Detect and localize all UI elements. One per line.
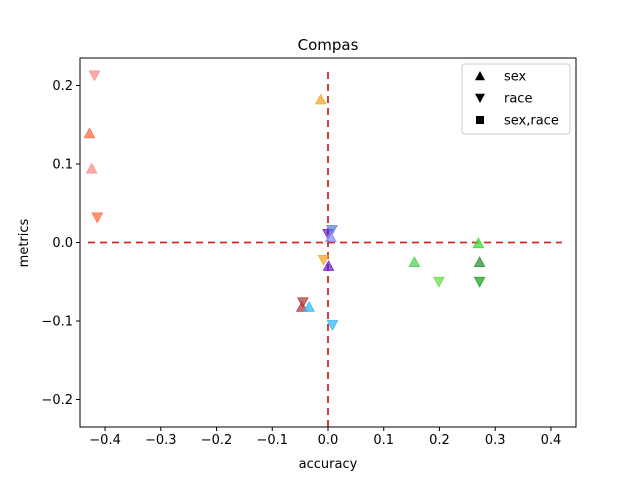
y-tick-label: −0.2 bbox=[41, 393, 73, 408]
legend-marker-triangle-down bbox=[475, 93, 485, 103]
x-tick-label: −0.1 bbox=[256, 433, 288, 448]
data-point-triangle-down bbox=[88, 70, 101, 82]
y-tick-label: 0.2 bbox=[52, 79, 73, 94]
y-tick-label: 0.1 bbox=[52, 157, 73, 172]
x-tick-label: 0.3 bbox=[485, 433, 506, 448]
data-point-triangle-down bbox=[91, 212, 104, 224]
y-tick-label: −0.1 bbox=[41, 315, 73, 330]
data-point-triangle-down bbox=[473, 276, 486, 288]
legend-label: sex bbox=[504, 70, 527, 85]
x-tick-label: −0.4 bbox=[89, 433, 121, 448]
legend-label: sex,race bbox=[504, 114, 559, 129]
plot-area: −0.4 −0.3 −0.2 −0.1 0.0 0.1 0.2 0.3 0.4 −0.2 −0.1 0… bbox=[41, 57, 577, 448]
x-tick-label: 0.4 bbox=[541, 433, 562, 448]
data-point-triangle-down bbox=[433, 276, 445, 288]
data-point-triangle-down bbox=[317, 254, 330, 266]
x-tick-label: 0.2 bbox=[429, 433, 450, 448]
x-tick-label: 0.0 bbox=[318, 433, 339, 448]
data-point-triangle-up bbox=[314, 93, 327, 105]
data-point-triangle-down bbox=[297, 297, 309, 309]
x-tick-label: −0.2 bbox=[201, 433, 233, 448]
data-point-triangle-up bbox=[408, 256, 421, 267]
data-point-triangle-up bbox=[303, 300, 315, 312]
x-tick-label: 0.1 bbox=[373, 433, 394, 448]
data-point-triangle-up bbox=[473, 256, 486, 267]
data-point-triangle-up bbox=[322, 260, 335, 271]
y-tick-label: 0.0 bbox=[52, 236, 73, 251]
data-point-triangle-down bbox=[326, 225, 338, 236]
data-point-triangle-up bbox=[324, 230, 337, 242]
chart-title: Compas bbox=[298, 36, 359, 54]
legend-box bbox=[461, 63, 571, 135]
data-point-triangle-up bbox=[83, 127, 96, 139]
data-point-triangle-up bbox=[85, 162, 98, 174]
data-point-triangle-up bbox=[295, 300, 308, 312]
legend: sex race sex,race bbox=[461, 63, 571, 135]
legend-marker-square bbox=[476, 116, 484, 124]
legend-label: race bbox=[504, 92, 532, 107]
data-point-triangle-up bbox=[472, 237, 485, 249]
x-axis-label: accuracy bbox=[299, 457, 358, 472]
x-tick-label: −0.3 bbox=[145, 433, 177, 448]
legend-marker-triangle-up bbox=[475, 71, 485, 81]
y-axis-label: metrics bbox=[17, 218, 32, 267]
data-point-triangle-down bbox=[326, 320, 339, 331]
